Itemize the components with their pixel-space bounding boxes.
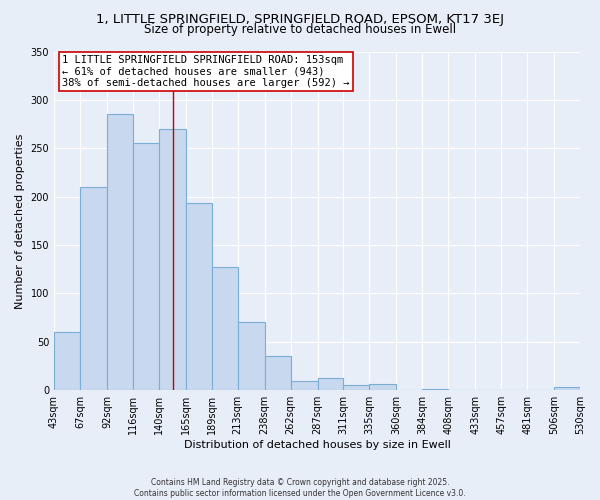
Bar	[290, 380, 317, 390]
Bar	[107, 114, 133, 390]
Bar	[554, 388, 580, 390]
Bar	[54, 332, 80, 390]
Text: Contains HM Land Registry data © Crown copyright and database right 2025.
Contai: Contains HM Land Registry data © Crown c…	[134, 478, 466, 498]
Bar	[133, 144, 159, 390]
Text: 1, LITTLE SPRINGFIELD, SPRINGFIELD ROAD, EPSOM, KT17 3EJ: 1, LITTLE SPRINGFIELD, SPRINGFIELD ROAD,…	[96, 12, 504, 26]
Y-axis label: Number of detached properties: Number of detached properties	[15, 133, 25, 308]
Text: 1 LITTLE SPRINGFIELD SPRINGFIELD ROAD: 153sqm
← 61% of detached houses are small: 1 LITTLE SPRINGFIELD SPRINGFIELD ROAD: 1…	[62, 55, 349, 88]
Bar	[212, 268, 238, 390]
Bar	[238, 322, 265, 390]
Bar	[317, 378, 343, 390]
Bar	[159, 129, 186, 390]
Bar	[80, 187, 107, 390]
X-axis label: Distribution of detached houses by size in Ewell: Distribution of detached houses by size …	[184, 440, 451, 450]
Text: Size of property relative to detached houses in Ewell: Size of property relative to detached ho…	[144, 22, 456, 36]
Bar	[422, 389, 448, 390]
Bar	[370, 384, 397, 390]
Bar	[186, 204, 212, 390]
Bar	[265, 356, 290, 390]
Bar	[343, 386, 370, 390]
